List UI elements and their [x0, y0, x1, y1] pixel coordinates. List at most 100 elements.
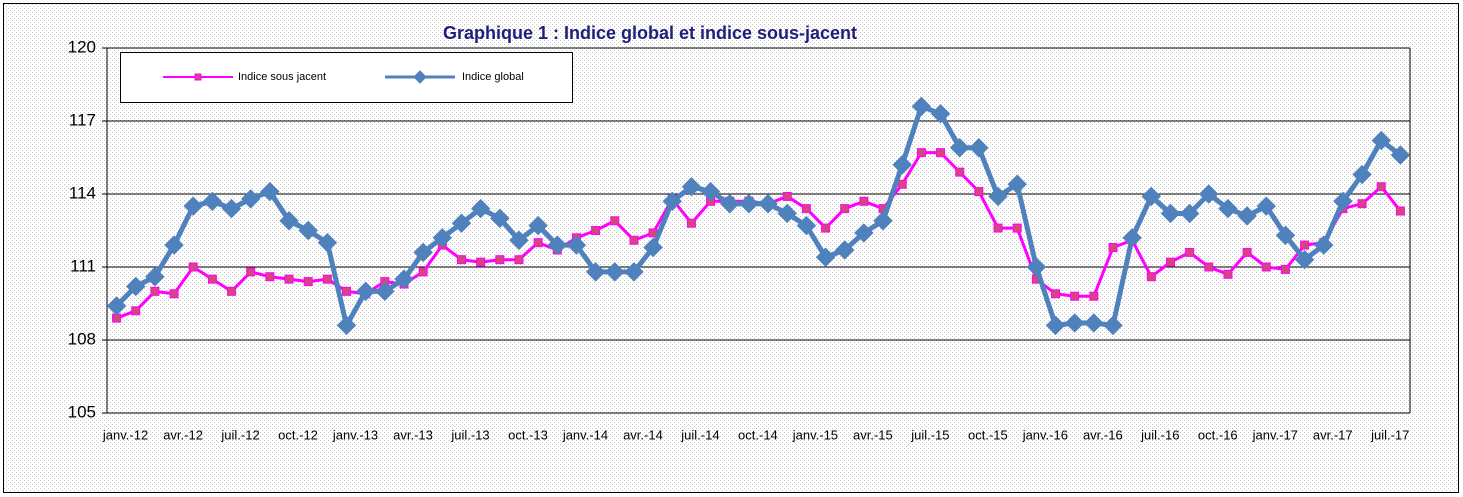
point [700, 181, 721, 202]
point [1357, 199, 1367, 209]
point [911, 96, 932, 117]
point [221, 198, 242, 219]
point [1160, 203, 1181, 224]
x-tick-label: oct.-15 [968, 427, 1008, 442]
point [355, 281, 376, 302]
legend-label: Indice sous jacent [238, 71, 326, 83]
point [284, 274, 294, 284]
point [758, 194, 778, 214]
point [1103, 315, 1123, 336]
point [591, 226, 601, 235]
y-tick-label: 114 [69, 183, 96, 202]
x-tick-label: oct.-12 [278, 427, 318, 442]
point [993, 223, 1003, 233]
point [246, 267, 256, 277]
point [509, 230, 529, 250]
point [1204, 262, 1214, 272]
point [892, 155, 912, 175]
x-tick-label: avr.-15 [853, 427, 893, 442]
point [936, 148, 946, 158]
point [840, 204, 850, 214]
point [1141, 186, 1162, 207]
point [585, 262, 606, 282]
point [662, 191, 682, 212]
x-tick-label: avr.-14 [623, 427, 663, 442]
point [1314, 235, 1334, 255]
point [1026, 257, 1047, 277]
point [1275, 225, 1296, 246]
point [739, 194, 759, 214]
point [1371, 130, 1391, 151]
x-tick-label: juil.-12 [220, 427, 259, 442]
point [476, 257, 486, 267]
point [801, 204, 811, 214]
point [605, 262, 625, 282]
x-tick-label: janv.-14 [562, 427, 608, 442]
point [375, 281, 395, 302]
point [720, 194, 740, 214]
point [298, 220, 318, 241]
legend-label: Indice global [462, 71, 524, 83]
point [336, 315, 357, 336]
point [169, 289, 179, 299]
x-tick-label: oct.-13 [508, 427, 548, 442]
x-tick-label: juil.-13 [450, 427, 489, 442]
x-tick-label: avr.-16 [1083, 427, 1123, 442]
point [930, 103, 951, 124]
point [1146, 272, 1156, 282]
point [342, 286, 352, 296]
point [815, 247, 836, 267]
point [796, 215, 817, 236]
point [456, 255, 466, 265]
point [260, 181, 280, 202]
point [1012, 223, 1022, 233]
point [686, 218, 696, 228]
point [782, 191, 792, 201]
point [610, 216, 620, 226]
point [490, 208, 510, 229]
point [974, 187, 984, 197]
point [916, 148, 926, 158]
point [1256, 196, 1276, 216]
point [1179, 203, 1200, 224]
point [629, 235, 639, 245]
point [1376, 182, 1386, 192]
point [1237, 206, 1257, 226]
y-tick-label: 111 [70, 256, 96, 275]
point [418, 267, 428, 277]
point [821, 223, 831, 233]
point [1280, 264, 1290, 274]
point [1165, 257, 1175, 267]
point [949, 138, 970, 158]
point [1045, 315, 1066, 336]
point [1333, 191, 1353, 212]
point [1122, 228, 1142, 248]
point [566, 235, 587, 255]
y-tick-label: 105 [68, 402, 96, 421]
point [1242, 247, 1252, 257]
x-tick-label: janv.-16 [1022, 427, 1068, 442]
chart-title: Graphique 1 : Indice global et indice so… [443, 23, 857, 43]
point [681, 176, 702, 197]
point [859, 196, 869, 206]
point [317, 232, 338, 253]
point [265, 272, 275, 282]
point [470, 198, 491, 219]
point [1390, 145, 1411, 165]
point [394, 269, 414, 289]
point [1185, 247, 1195, 257]
y-tick-label: 108 [68, 329, 96, 348]
point [1218, 198, 1238, 219]
point [955, 167, 965, 177]
point [988, 186, 1008, 207]
point [1395, 206, 1405, 216]
series-group [106, 96, 1411, 336]
point [413, 242, 433, 263]
point [528, 215, 548, 236]
point [533, 238, 543, 248]
point [1084, 313, 1104, 333]
point [835, 240, 855, 260]
x-tick-label: juil.-17 [1370, 427, 1409, 442]
